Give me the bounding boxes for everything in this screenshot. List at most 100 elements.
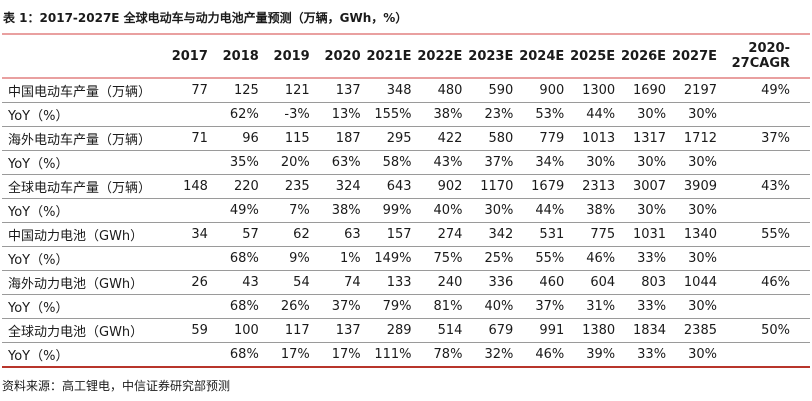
cell-value: 38% [416,102,468,127]
cell-value: 3909 [671,174,722,199]
year-column-header: 2026E [620,33,672,79]
cell-value: 531 [518,222,570,247]
cell-value [162,342,213,368]
cell-value: 2197 [671,78,722,103]
cell-value: 46% [518,342,570,368]
cell-value: 30% [671,102,722,127]
cell-value: 44% [518,198,570,223]
cell-value: 803 [620,270,672,295]
cell-value: 54 [263,270,315,295]
cell-value: 57 [212,222,264,247]
cell-value: 96 [212,126,264,151]
table-row: YoY（%） 68% 9% 1% 149% 75% 25% 55% 46% 33% 30% [2,246,810,271]
source-note: 资料来源：高工锂电，中信证券研究部预测 [2,379,231,393]
cell-value: 1834 [620,318,672,343]
cell-value: 580 [467,126,519,151]
cell-value: 1% [314,246,366,271]
cell-value [722,198,810,223]
cell-value: 43% [722,174,810,199]
cell-value: 50% [722,318,810,343]
cell-value: 9% [263,246,315,271]
cell-value: 63 [314,222,366,247]
header-row: 2017 2018 2019 2020 2021E 2022E 2023E 2024E 2025… [2,33,810,79]
cell-value [722,342,810,368]
row-label: YoY（%） [2,198,162,223]
cell-value: 274 [416,222,468,247]
row-label: YoY（%） [2,294,162,319]
year-column-header: 2018 [212,33,264,79]
cell-value: 3007 [620,174,672,199]
row-label: YoY（%） [2,150,162,175]
cell-value: 1013 [569,126,621,151]
cell-value [722,150,810,175]
cell-value: 1044 [671,270,722,295]
cell-value: 235 [263,174,315,199]
cell-value: 40% [467,294,519,319]
table-row: 海外动力电池（GWh） 26 43 54 74 133 240 336 460 604 803 104… [2,270,810,295]
cell-value: 25% [467,246,519,271]
cell-value: 1690 [620,78,672,103]
cell-value: 49% [212,198,264,223]
cell-value: 40% [416,198,468,223]
cell-value: 62 [263,222,315,247]
cell-value: 679 [467,318,519,343]
cagr-header-line2: 27CAGR [731,56,790,71]
year-column-header: 2027E [671,33,722,79]
cell-value: 157 [365,222,417,247]
cell-value: 34 [162,222,213,247]
cell-value: 38% [314,198,366,223]
cell-value: 33% [620,342,672,368]
cell-value: 20% [263,150,315,175]
cell-value: 240 [416,270,468,295]
cell-value: 117 [263,318,315,343]
cell-value: 44% [569,102,621,127]
cell-value: 295 [365,126,417,151]
cell-value: 1317 [620,126,672,151]
cell-value: 30% [620,150,672,175]
row-label: 海外电动车产量（万辆） [2,126,162,151]
table-title: 表 1：2017-2027E 全球电动车与动力电池产量预测（万辆，GWh，%） [3,11,408,25]
cell-value: 49% [722,78,810,103]
cell-value [162,150,213,175]
cell-value: 77 [162,78,213,103]
cell-value: 336 [467,270,519,295]
cell-value: 71 [162,126,213,151]
cell-value: 26 [162,270,213,295]
forecast-table: 2017 2018 2019 2020 2021E 2022E 2023E 2024E 2025… [2,33,810,368]
cell-value: 775 [569,222,621,247]
cell-value: 33% [620,294,672,319]
year-column-header: 2022E [416,33,468,79]
cell-value [162,294,213,319]
cell-value [162,246,213,271]
cell-value: 38% [569,198,621,223]
cell-value: 991 [518,318,570,343]
cell-value: 643 [365,174,417,199]
cell-value: 81% [416,294,468,319]
table-row: 中国电动车产量（万辆） 77 125 121 137 348 480 590 900 1300 16… [2,78,810,103]
table-row: 全球动力电池（GWh） 59 100 117 137 289 514 679 991 1380 18… [2,318,810,343]
cell-value: 1300 [569,78,621,103]
cell-value: 779 [518,126,570,151]
cell-value: 53% [518,102,570,127]
cell-value: 1170 [467,174,519,199]
cell-value: 78% [416,342,468,368]
year-column-header: 2023E [467,33,519,79]
cell-value: 148 [162,174,213,199]
cell-value: 35% [212,150,264,175]
cell-value: 99% [365,198,417,223]
cell-value: 46% [569,246,621,271]
cell-value [722,294,810,319]
cell-value: 13% [314,102,366,127]
table-row: YoY（%） 68% 26% 37% 79% 81% 40% 37% 31% 33% 30% [2,294,810,319]
year-column-header: 2017 [162,33,213,79]
row-label: YoY（%） [2,246,162,271]
cagr-column-header: 2020- 27CAGR [722,33,810,79]
cell-value: 7% [263,198,315,223]
cell-value: 32% [467,342,519,368]
cell-value: 30% [620,102,672,127]
row-label: 中国电动车产量（万辆） [2,78,162,103]
cell-value: 37% [467,150,519,175]
cell-value: 75% [416,246,468,271]
cell-value: 17% [314,342,366,368]
cell-value [722,246,810,271]
